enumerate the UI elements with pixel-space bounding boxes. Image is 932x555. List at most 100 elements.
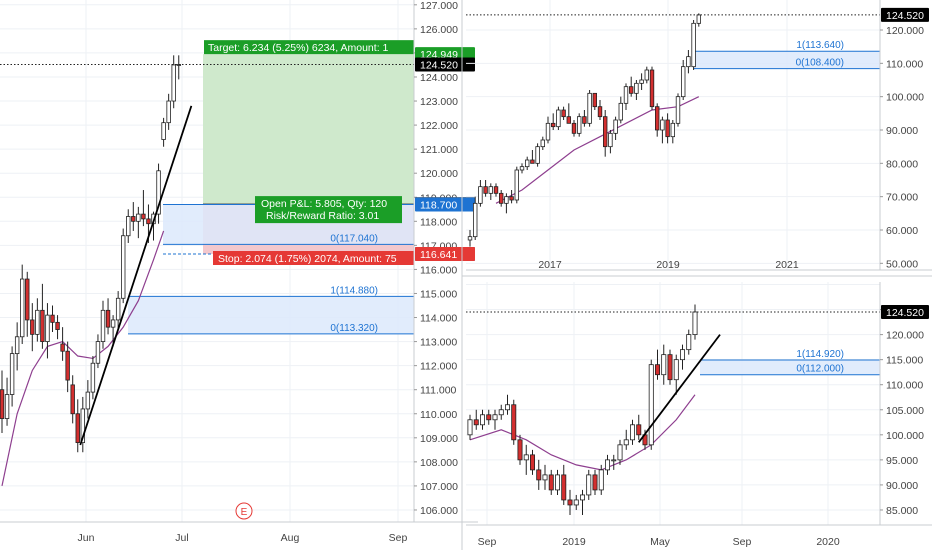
y-tick-label: 109.000 (420, 433, 458, 445)
price-badge-label: 116.641 (420, 249, 457, 261)
candle (9, 353, 15, 395)
candle (493, 186, 499, 194)
candle (14, 336, 20, 355)
target-label-box (204, 40, 414, 55)
candle (611, 459, 617, 462)
x-tick-label: 2020 (816, 536, 840, 548)
fib-label: 1(113.640) (796, 40, 844, 51)
y-tick-label: 123.000 (420, 96, 458, 108)
candle (467, 419, 473, 436)
candle (535, 146, 540, 164)
pnl-label: Open P&L: 5.805, Qty: 120 (261, 198, 387, 210)
price-badge-label: 118.700 (420, 199, 457, 211)
x-tick-label: May (650, 536, 671, 548)
fib-label: 0(117.040) (330, 233, 378, 244)
candle (80, 408, 85, 444)
price-badge (415, 197, 475, 212)
candle (19, 278, 25, 338)
candle (514, 169, 519, 201)
fib-label: 1(114.920) (796, 349, 844, 360)
candle (691, 22, 696, 68)
candle (115, 297, 121, 321)
candle (540, 139, 545, 148)
y-tick-label: 90.000 (886, 125, 918, 137)
candle (629, 86, 634, 94)
y-tick-label: 126.000 (420, 24, 458, 36)
fib-label: 0(112.000) (796, 364, 844, 375)
y-tick-label: 127.000 (420, 0, 458, 12)
candle (667, 354, 673, 381)
price-badge-label: 124.520 (420, 59, 458, 71)
candle (100, 309, 106, 342)
candle (70, 384, 75, 415)
candle (670, 122, 675, 138)
candle (623, 439, 629, 446)
candle (613, 119, 618, 134)
candle (618, 102, 623, 121)
candle (561, 474, 567, 501)
candle (483, 186, 488, 194)
fib-label: 0(113.320) (330, 323, 378, 334)
y-tick-label: 114.000 (420, 313, 457, 325)
y-tick-label: 121.000 (420, 144, 458, 156)
candle (686, 334, 692, 351)
candle (617, 444, 623, 461)
candle (587, 92, 592, 124)
candle (472, 202, 478, 238)
x-tick-label: 2017 (538, 259, 562, 271)
candle (525, 159, 530, 168)
candle (634, 82, 639, 94)
candle (131, 216, 136, 222)
candle (141, 213, 146, 220)
candle (105, 309, 111, 328)
candle (530, 159, 535, 164)
x-tick-label: Sep (478, 536, 497, 548)
candle (504, 196, 509, 204)
y-tick-label: 70.000 (886, 192, 918, 204)
candle (511, 404, 517, 441)
candle (517, 439, 523, 461)
candle (55, 321, 60, 330)
y-tick-label: 108.000 (420, 457, 458, 469)
candle (592, 474, 598, 491)
candle (498, 192, 504, 204)
x-tick-label: 2019 (562, 536, 586, 548)
y-tick-label: 118.000 (420, 216, 457, 228)
x-tick-label: 2021 (775, 259, 799, 271)
price-badge (415, 57, 475, 72)
price-badge (881, 7, 929, 22)
candle (542, 474, 548, 481)
candle (555, 474, 561, 491)
candle (467, 236, 473, 241)
candle (603, 116, 608, 148)
candle (545, 122, 551, 141)
candle (686, 56, 691, 68)
y-tick-label: 110.000 (886, 58, 923, 70)
x-tick-label: Jul (175, 532, 188, 544)
stop-label: Stop: 2.074 (1.75%) 2074, Amount: 75 (218, 253, 397, 265)
y-tick-label: 112.000 (420, 361, 457, 373)
candle (586, 474, 592, 496)
moving-average-line (1, 230, 165, 487)
fib-label: 1(114.880) (330, 285, 378, 296)
price-badge-label: 124.520 (886, 10, 924, 22)
trend-line (638, 334, 721, 443)
candle (608, 132, 613, 148)
candle (648, 364, 654, 446)
y-tick-label: 115.000 (886, 355, 923, 367)
candle (486, 414, 492, 421)
rr-label: Risk/Reward Ratio: 3.01 (266, 210, 379, 222)
candle (566, 116, 571, 124)
candle (478, 186, 483, 204)
x-tick-label: Sep (389, 532, 408, 544)
candle (580, 494, 586, 501)
chart-panel-left: 0(117.040) 1(114.880) 0(113.320) Target: 6.… (0, 0, 478, 544)
candle (655, 364, 661, 376)
candle (680, 349, 686, 361)
candle (0, 389, 5, 419)
chart-panel-bottom-right: 1(114.920) 0(112.000) 85.000 90.000 95.000 10… (466, 282, 932, 548)
fib-zone (128, 296, 414, 334)
y-tick-label: 120.000 (420, 168, 458, 180)
